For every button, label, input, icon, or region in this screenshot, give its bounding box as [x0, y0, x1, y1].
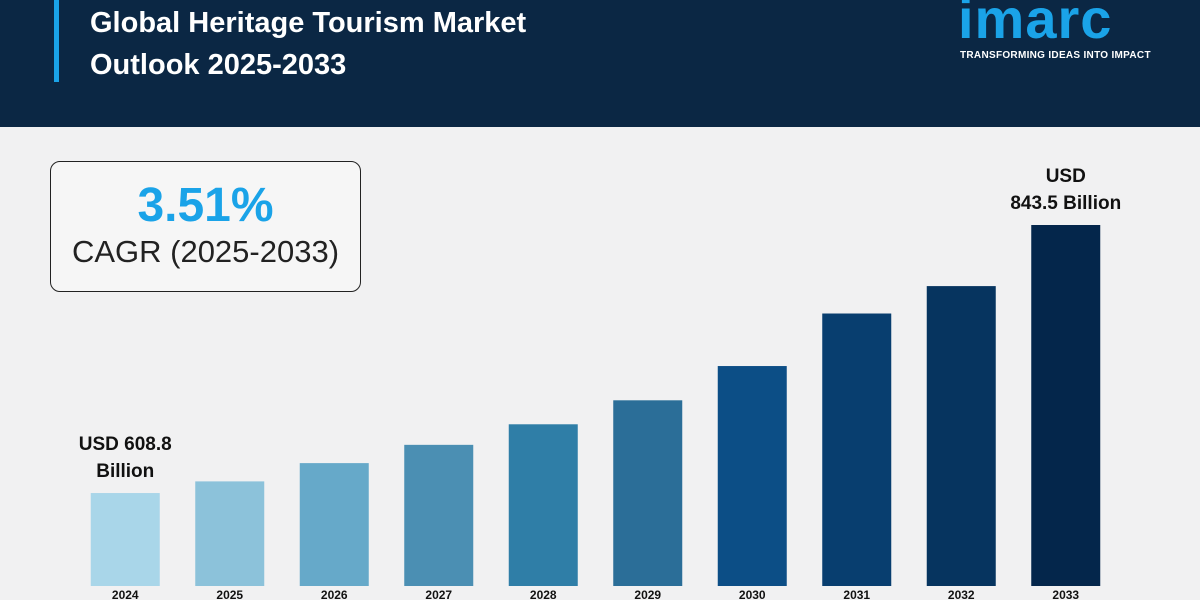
header: Global Heritage Tourism Market Outlook 2…	[0, 0, 1200, 127]
x-tick-label: 2032	[948, 588, 975, 600]
bar	[717, 366, 787, 586]
bar	[299, 463, 369, 586]
value-label: USD 608.8 Billion	[78, 434, 172, 483]
logo: imarc	[958, 0, 1113, 50]
x-tick-label: 2026	[321, 588, 348, 600]
title: Global Heritage Tourism Market Outlook 2…	[90, 7, 527, 81]
x-tick-label: 2031	[843, 588, 870, 600]
bar	[926, 286, 996, 586]
bar	[822, 313, 892, 586]
bar	[404, 444, 474, 586]
accent-bar	[54, 0, 59, 82]
x-tick-label: 2028	[530, 588, 557, 600]
bar	[1031, 225, 1101, 586]
cagr-box: 3.51% CAGR (2025-2033)	[50, 161, 361, 292]
tagline: TRANSFORMING IDEAS INTO IMPACT	[960, 50, 1151, 61]
value-label: USD 843.5 Billion	[1010, 166, 1122, 214]
x-tick-label: 2025	[216, 588, 243, 600]
cagr-label: CAGR (2025-2033)	[71, 234, 340, 269]
x-tick-label: 2033	[1052, 588, 1079, 600]
bar	[613, 400, 683, 586]
bar	[508, 424, 578, 586]
x-tick-label: 2030	[739, 588, 766, 600]
bar	[195, 481, 265, 586]
x-tick-label: 2024	[112, 588, 139, 600]
x-tick-label: 2029	[634, 588, 661, 600]
x-tick-label: 2027	[425, 588, 452, 600]
cagr-value: 3.51%	[137, 179, 274, 232]
bar	[90, 493, 160, 586]
